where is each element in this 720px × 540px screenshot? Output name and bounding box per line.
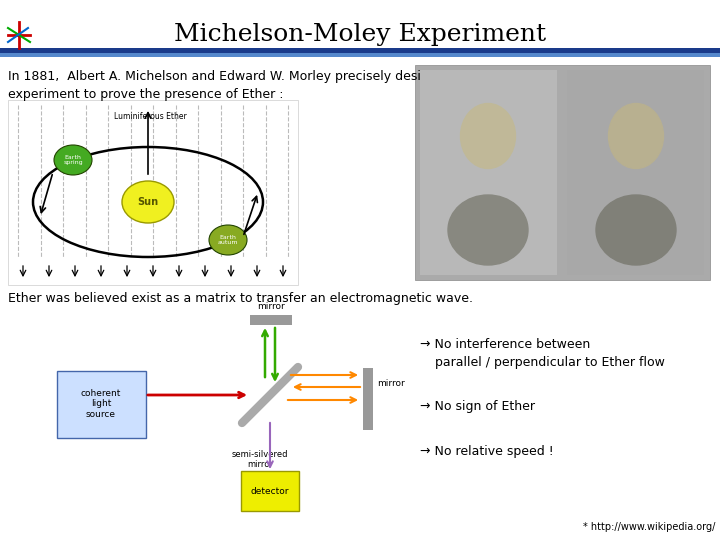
Bar <box>8 100 298 285</box>
FancyBboxPatch shape <box>241 471 299 511</box>
Ellipse shape <box>448 195 528 265</box>
Ellipse shape <box>461 104 516 168</box>
Text: mirror: mirror <box>377 379 405 388</box>
Text: Luminiferous Ether: Luminiferous Ether <box>114 112 186 121</box>
Text: Earth
autum: Earth autum <box>217 234 238 245</box>
Ellipse shape <box>54 145 92 175</box>
Text: Earth
spring: Earth spring <box>63 154 83 165</box>
Ellipse shape <box>596 195 676 265</box>
Ellipse shape <box>209 225 247 255</box>
Text: * http://www.wikipedia.org/: * http://www.wikipedia.org/ <box>582 522 715 532</box>
Text: mirror: mirror <box>257 302 285 311</box>
Text: Michelson-Moley Experiment: Michelson-Moley Experiment <box>174 24 546 46</box>
Text: → No interference between: → No interference between <box>420 338 590 351</box>
Text: In 1881,  Albert A. Michelson and Edward W. Morley precisely designed: In 1881, Albert A. Michelson and Edward … <box>8 70 452 83</box>
Bar <box>250 315 292 325</box>
Text: → No sign of Ether: → No sign of Ether <box>420 400 535 413</box>
Bar <box>415 65 710 280</box>
Text: parallel / perpendicular to Ether flow: parallel / perpendicular to Ether flow <box>435 356 665 369</box>
Text: experiment to prove the presence of Ether :: experiment to prove the presence of Ethe… <box>8 88 284 101</box>
Text: Ether was believed exist as a matrix to transfer an electromagnetic wave.: Ether was believed exist as a matrix to … <box>8 292 473 305</box>
Bar <box>0 48 720 53</box>
Ellipse shape <box>608 104 664 168</box>
Ellipse shape <box>122 181 174 223</box>
Text: Sun: Sun <box>138 197 158 207</box>
Text: → No relative speed !: → No relative speed ! <box>420 445 554 458</box>
Bar <box>567 70 704 275</box>
Bar <box>363 368 373 430</box>
Bar <box>0 53 720 57</box>
Text: detector: detector <box>251 487 289 496</box>
Text: semi-silvered
mirror: semi-silvered mirror <box>232 450 288 469</box>
FancyBboxPatch shape <box>57 371 146 438</box>
Bar <box>420 70 557 275</box>
Text: coherent
light
source: coherent light source <box>81 389 121 419</box>
